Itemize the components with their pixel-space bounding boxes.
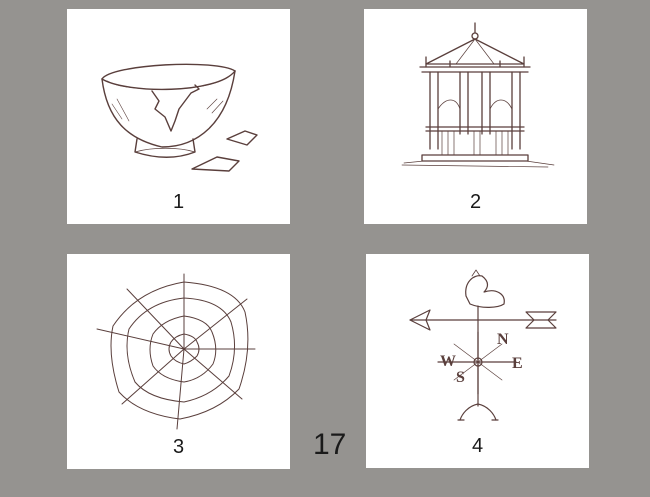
card-number: 3: [172, 436, 185, 458]
spider-web-icon: [96, 273, 256, 430]
gazebo-icon: [401, 22, 555, 168]
compass-south: S: [456, 369, 465, 386]
compass-north: N: [497, 331, 509, 348]
page-number: 17: [313, 428, 347, 461]
compass-west: W: [440, 353, 456, 370]
card-gazebo[interactable]: 2: [364, 9, 587, 224]
card-number: 1: [172, 191, 185, 213]
card-number: 4: [471, 435, 484, 457]
compass-east: E: [512, 355, 523, 372]
card-broken-bowl[interactable]: 1: [67, 9, 290, 224]
card-number: 2: [469, 191, 482, 213]
broken-bowl-icon: [101, 63, 258, 172]
weathervane-icon: W E S N: [409, 269, 557, 421]
card-spider-web[interactable]: 3: [67, 254, 290, 469]
card-weathervane[interactable]: W E S N 4: [366, 254, 589, 468]
